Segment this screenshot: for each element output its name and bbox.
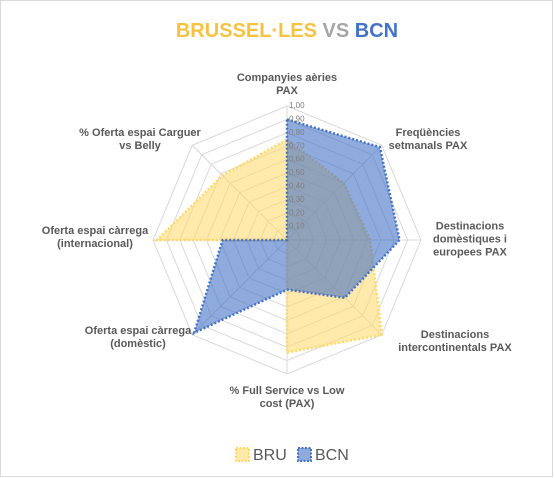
r-tick-label: 1,00 — [289, 101, 305, 110]
legend-label: BRU — [253, 447, 287, 464]
r-tick-label: 0,30 — [289, 195, 305, 204]
title-part: BCN — [355, 20, 398, 42]
category-label: Destinacions domèstiques i europees PAX — [433, 220, 507, 259]
category-label: % Full Service vs Low cost (PAX) — [229, 385, 345, 410]
legend-swatch — [297, 447, 312, 462]
r-tick-label: 0,10 — [289, 222, 305, 231]
category-label: % Oferta espai Carguer vs Belly — [79, 127, 201, 152]
legend-label: BCN — [315, 447, 349, 464]
category-label: Companyies aèries PAX — [236, 72, 338, 97]
r-tick-label: 0,90 — [289, 115, 305, 124]
r-tick-label: 0,70 — [289, 141, 305, 150]
category-label: Freqüències setmanals PAX — [388, 127, 468, 152]
title-part: VS — [323, 20, 350, 42]
r-tick-label: 0,80 — [289, 128, 305, 137]
category-label: Destinacions intercontinentals PAX — [398, 329, 512, 354]
category-label: Oferta espai càrrega (internacional) — [41, 225, 149, 250]
chart-title: BRUSSEL·LES VS BCN — [176, 20, 398, 42]
series-area — [192, 117, 401, 336]
r-tick-label: 0,40 — [289, 182, 305, 191]
category-label: Oferta espai càrrega (domèstic) — [84, 325, 192, 350]
r-tick-label: 0,60 — [289, 155, 305, 164]
title-part: BRUSSEL·LES — [176, 20, 317, 42]
r-tick-label: 0,50 — [289, 168, 305, 177]
legend-swatch — [235, 447, 250, 462]
r-tick-label: 0,20 — [289, 208, 305, 217]
